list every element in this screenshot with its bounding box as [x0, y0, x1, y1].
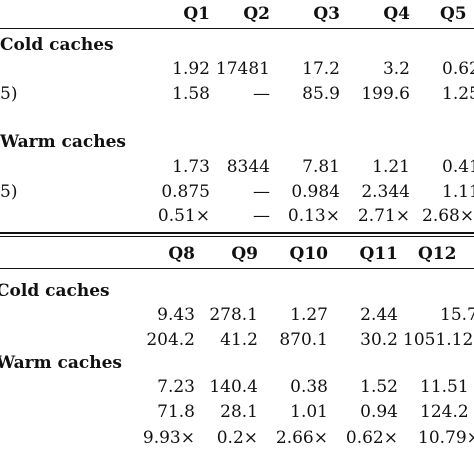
table-cell: 9.93× [142, 428, 195, 448]
table-cell: 0.41 [442, 157, 474, 177]
table-cell: 0.51× [157, 206, 210, 226]
row-label: 5) [0, 182, 18, 202]
section-label-warm: Warm caches [0, 353, 122, 373]
table-cell: 1.01 [290, 402, 328, 422]
table-cell: 0.62 [442, 59, 474, 79]
table-cell: 0.2× [216, 428, 258, 448]
table-cell: 10.79× [418, 428, 474, 448]
table-cell: 0.38 [290, 377, 328, 397]
table-cell: 3.2 [382, 59, 410, 79]
table-cell: 17.2 [302, 59, 340, 79]
table-cell: 1.21 [372, 157, 410, 177]
section-label-cold: Cold caches [0, 281, 110, 301]
table-cell: 2.44 [360, 305, 398, 325]
col-header-q8: Q8 [168, 244, 195, 264]
table-cell: 0.62× [345, 428, 398, 448]
table-cell: 41.2 [220, 330, 258, 350]
table-cell: 30.2 [360, 330, 398, 350]
table-cell: — [253, 206, 270, 226]
table-cell: 85.9 [302, 84, 340, 104]
col-header-q4: Q4 [383, 4, 410, 24]
col-header-q5: Q5 [440, 4, 467, 24]
table-cell: 1.52 [360, 377, 398, 397]
table-cell: — [253, 84, 270, 104]
table-cell: 2.71× [357, 206, 410, 226]
table-cell: 1051.12 [403, 330, 474, 350]
col-header-q11: Q11 [359, 244, 398, 264]
table-separator-rule [0, 236, 474, 237]
table-separator-rule [0, 232, 474, 234]
table-cell: 1.27 [290, 305, 328, 325]
table-cell: 870.1 [279, 330, 328, 350]
table-cell: 0.875 [161, 182, 210, 202]
table-cell: 1.58 [172, 84, 210, 104]
table-cell: 9.43 [157, 305, 195, 325]
table-cell: 71.8 [157, 402, 195, 422]
col-header-q1: Q1 [183, 4, 210, 24]
col-header-q9: Q9 [231, 244, 258, 264]
table-cell: 15.7 [440, 305, 474, 325]
table-cell: 0.984 [291, 182, 340, 202]
table-cell: 204.2 [146, 330, 195, 350]
section-label-warm: Warm caches [0, 132, 126, 152]
table-cell: 124.2 [420, 402, 469, 422]
table-cell: 0.94 [360, 402, 398, 422]
table-cell: 1.73 [172, 157, 210, 177]
section-label-cold: Cold caches [0, 35, 114, 55]
table-cell: 2.66× [275, 428, 328, 448]
col-header-q12: Q12 [418, 244, 457, 264]
table-cell: 2.344 [361, 182, 410, 202]
table-cell: 2.68× [422, 206, 474, 226]
table-cell: 1.11 [442, 182, 474, 202]
table-cell: 28.1 [220, 402, 258, 422]
header-rule [0, 268, 474, 269]
table-cell: 278.1 [209, 305, 258, 325]
col-header-q2: Q2 [243, 4, 270, 24]
header-rule [0, 28, 474, 29]
table-cell: 1.25 [442, 84, 474, 104]
table-cell: 7.81 [302, 157, 340, 177]
table-cell: 7.23 [157, 377, 195, 397]
table-cell: 1.92 [172, 59, 210, 79]
col-header-q10: Q10 [289, 244, 328, 264]
table-cell: 0.13× [287, 206, 340, 226]
table-cell: 17481 [215, 59, 270, 79]
table-cell: 199.6 [361, 84, 410, 104]
table-cell: 140.4 [209, 377, 258, 397]
table-cell: 11.51 [420, 377, 469, 397]
row-label: 5) [0, 84, 18, 104]
table-cell: — [253, 182, 270, 202]
col-header-q3: Q3 [313, 4, 340, 24]
table-cell: 8344 [226, 157, 270, 177]
